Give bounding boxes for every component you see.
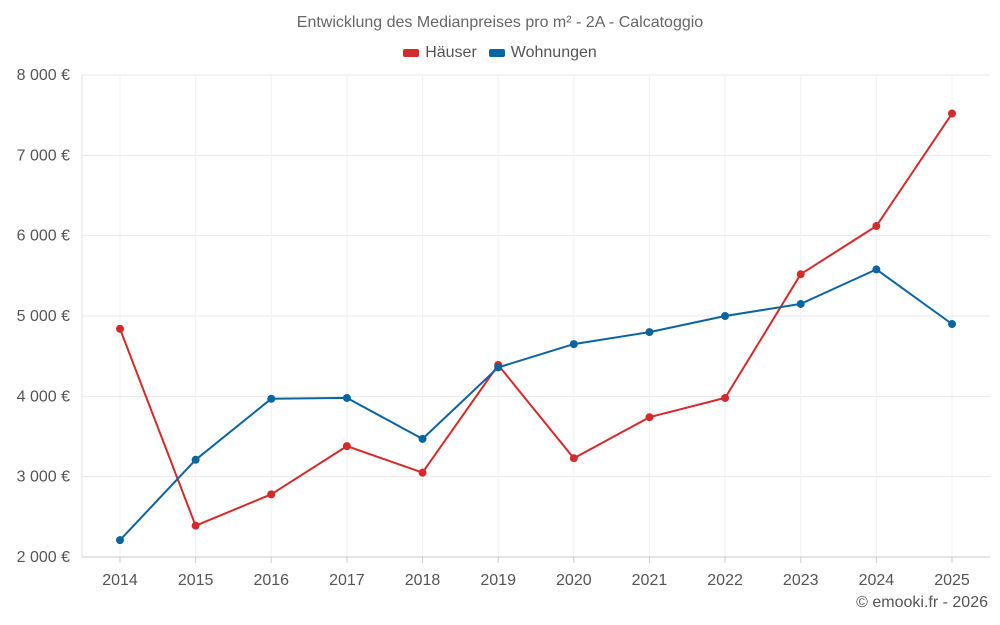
data-point-wohnungen[interactable] (191, 455, 200, 464)
data-point-wohnungen[interactable] (721, 312, 730, 320)
data-point-wohnungen[interactable] (948, 320, 956, 329)
data-point-wohnungen[interactable] (116, 536, 124, 545)
data-point-wohnungen[interactable] (418, 434, 427, 443)
data-point-haeuser[interactable] (721, 393, 730, 402)
x-tick-label: 2023 (783, 572, 819, 589)
data-point-haeuser[interactable] (116, 324, 124, 333)
legend-swatch-haeuser (403, 49, 420, 57)
data-point-haeuser[interactable] (569, 454, 578, 463)
y-tick-label: 8 000 € (17, 67, 70, 84)
x-tick-label: 2024 (859, 572, 895, 589)
data-points (116, 109, 956, 545)
legend: Häuser Wohnungen (0, 44, 1000, 62)
data-point-wohnungen[interactable] (569, 340, 578, 349)
data-point-haeuser[interactable] (645, 413, 654, 422)
data-point-haeuser[interactable] (267, 490, 276, 499)
x-tick-label: 2014 (102, 572, 138, 589)
x-tick-label: 2016 (253, 572, 289, 589)
data-point-haeuser[interactable] (872, 222, 881, 231)
x-tick-label: 2015 (178, 572, 214, 589)
data-point-wohnungen[interactable] (645, 328, 654, 337)
x-tick-label: 2022 (707, 572, 743, 589)
legend-label-haeuser: Häuser (425, 44, 477, 61)
y-tick-label: 4 000 € (17, 388, 70, 405)
data-point-wohnungen[interactable] (494, 363, 503, 372)
data-point-haeuser[interactable] (948, 109, 956, 118)
series-line-haeuser (119, 113, 953, 527)
series-lines (119, 113, 953, 541)
data-point-haeuser[interactable] (796, 270, 805, 279)
series-line-wohnungen (119, 268, 953, 541)
axes: 2 000 € 3 000 € 4 000 € 5 000 € 6 000 € 7 000… (17, 67, 990, 589)
x-tick-label: 2020 (556, 572, 592, 589)
grid (82, 74, 990, 558)
x-tick-label: 2018 (405, 572, 441, 589)
data-point-haeuser[interactable] (191, 521, 200, 530)
data-point-wohnungen[interactable] (267, 394, 276, 403)
y-tick-label: 2 000 € (17, 549, 70, 566)
data-point-wohnungen[interactable] (796, 299, 805, 308)
legend-item-haeuser[interactable]: Häuser (403, 44, 477, 62)
data-point-haeuser[interactable] (342, 442, 351, 451)
y-tick-label: 3 000 € (17, 469, 70, 486)
x-tick-label: 2017 (329, 572, 365, 589)
data-point-wohnungen[interactable] (872, 265, 881, 274)
y-tick-label: 5 000 € (17, 308, 70, 325)
legend-label-wohnungen: Wohnungen (510, 44, 597, 61)
legend-item-wohnungen[interactable]: Wohnungen (488, 44, 597, 62)
data-point-haeuser[interactable] (418, 468, 427, 477)
y-tick-label: 6 000 € (17, 228, 70, 245)
data-point-wohnungen[interactable] (342, 393, 351, 402)
x-tick-label: 2025 (934, 572, 970, 589)
x-tick-label: 2021 (632, 572, 668, 589)
chart-title: Entwicklung des Medianpreises pro m² - 2… (296, 14, 704, 31)
legend-swatch-wohnungen (488, 49, 505, 57)
credit-text: © emooki.fr - 2026 (856, 594, 988, 611)
x-tick-label: 2019 (480, 572, 516, 589)
y-tick-label: 7 000 € (17, 147, 70, 164)
